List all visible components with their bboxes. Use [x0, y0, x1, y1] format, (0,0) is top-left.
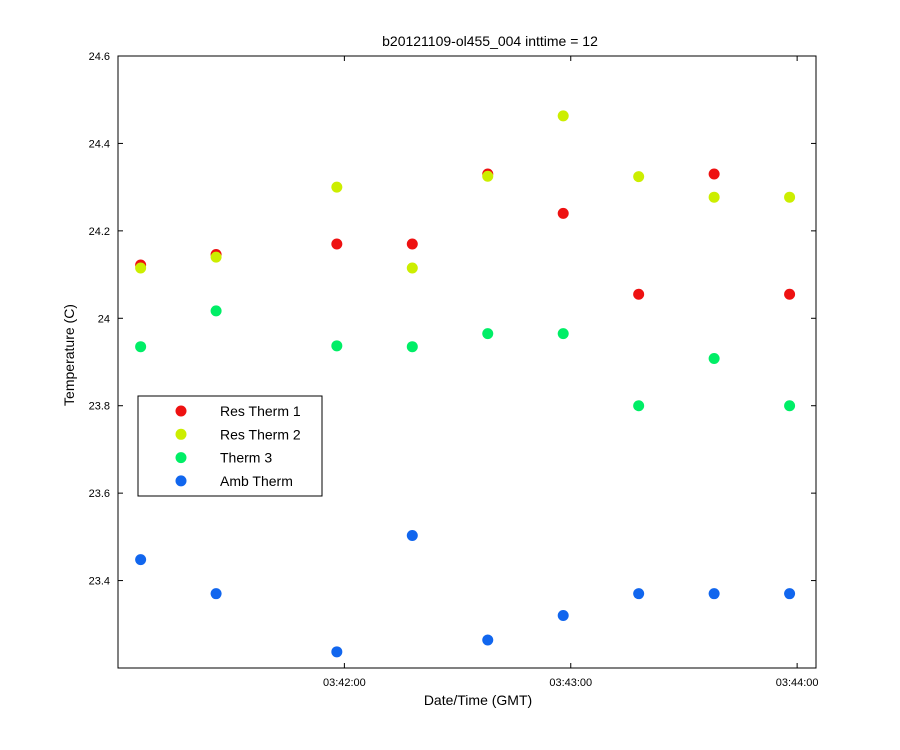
series-3: [135, 530, 796, 658]
data-point: [784, 400, 796, 412]
data-point: [784, 288, 796, 300]
data-point: [708, 353, 720, 365]
data-point: [210, 305, 222, 317]
legend-marker: [175, 428, 187, 440]
x-tick-label: 03:42:00: [323, 677, 366, 689]
data-point: [633, 400, 645, 412]
series-1: [135, 110, 796, 274]
series-2: [135, 305, 796, 412]
y-axis-label: Temperature (C): [61, 304, 77, 406]
legend-marker: [175, 452, 187, 464]
data-point: [708, 191, 720, 203]
legend-box: [137, 395, 323, 497]
data-point: [331, 646, 343, 658]
legend-label: Res Therm 1: [220, 403, 301, 419]
data-point: [331, 340, 343, 352]
data-point: [406, 262, 418, 274]
y-tick-label: 24: [98, 313, 110, 325]
x-tick-label: 03:43:00: [549, 677, 592, 689]
y-tick-label: 23.8: [89, 401, 110, 413]
legend: Res Therm 1 Res Therm 2 Therm 3 Amb Therm: [137, 395, 323, 497]
y-tick-label: 23.4: [89, 576, 110, 588]
data-point: [135, 262, 147, 274]
data-points: [135, 110, 796, 658]
data-point: [784, 588, 796, 600]
data-point: [406, 530, 418, 542]
data-point: [406, 238, 418, 250]
y-tick-label: 24.4: [89, 138, 110, 150]
data-point: [331, 181, 343, 193]
data-point: [482, 328, 494, 340]
y-axis: 23.4 23.6 23.8 24 24.2 24.4 24.6: [89, 51, 816, 588]
data-point: [557, 610, 569, 622]
legend-label: Therm 3: [220, 450, 272, 466]
data-point: [708, 168, 720, 180]
y-tick-label: 24.2: [89, 226, 110, 238]
data-point: [482, 170, 494, 182]
data-point: [135, 554, 147, 566]
y-tick-label: 24.6: [89, 51, 110, 63]
data-point: [557, 328, 569, 340]
plot-area: [117, 55, 817, 669]
data-point: [708, 588, 720, 600]
x-tick-label: 03:44:00: [776, 677, 819, 689]
data-point: [633, 171, 645, 183]
data-point: [210, 251, 222, 263]
legend-marker: [175, 475, 187, 487]
data-point: [135, 341, 147, 353]
y-tick-label: 23.6: [89, 488, 110, 500]
data-point: [557, 207, 569, 219]
data-point: [557, 110, 569, 122]
legend-label: Res Therm 2: [220, 426, 301, 442]
x-axis: 03:42:00 03:43:00 03:44:00: [323, 56, 819, 689]
x-axis-label: Date/Time (GMT): [424, 692, 532, 708]
chart-title: b20121109-ol455_004 inttime = 12: [382, 33, 598, 49]
data-point: [331, 238, 343, 250]
data-point: [784, 191, 796, 203]
data-point: [633, 588, 645, 600]
data-point: [210, 588, 222, 600]
data-point: [482, 634, 494, 646]
legend-marker: [175, 405, 187, 417]
data-point: [406, 341, 418, 353]
data-point: [633, 288, 645, 300]
legend-label: Amb Therm: [220, 473, 293, 489]
